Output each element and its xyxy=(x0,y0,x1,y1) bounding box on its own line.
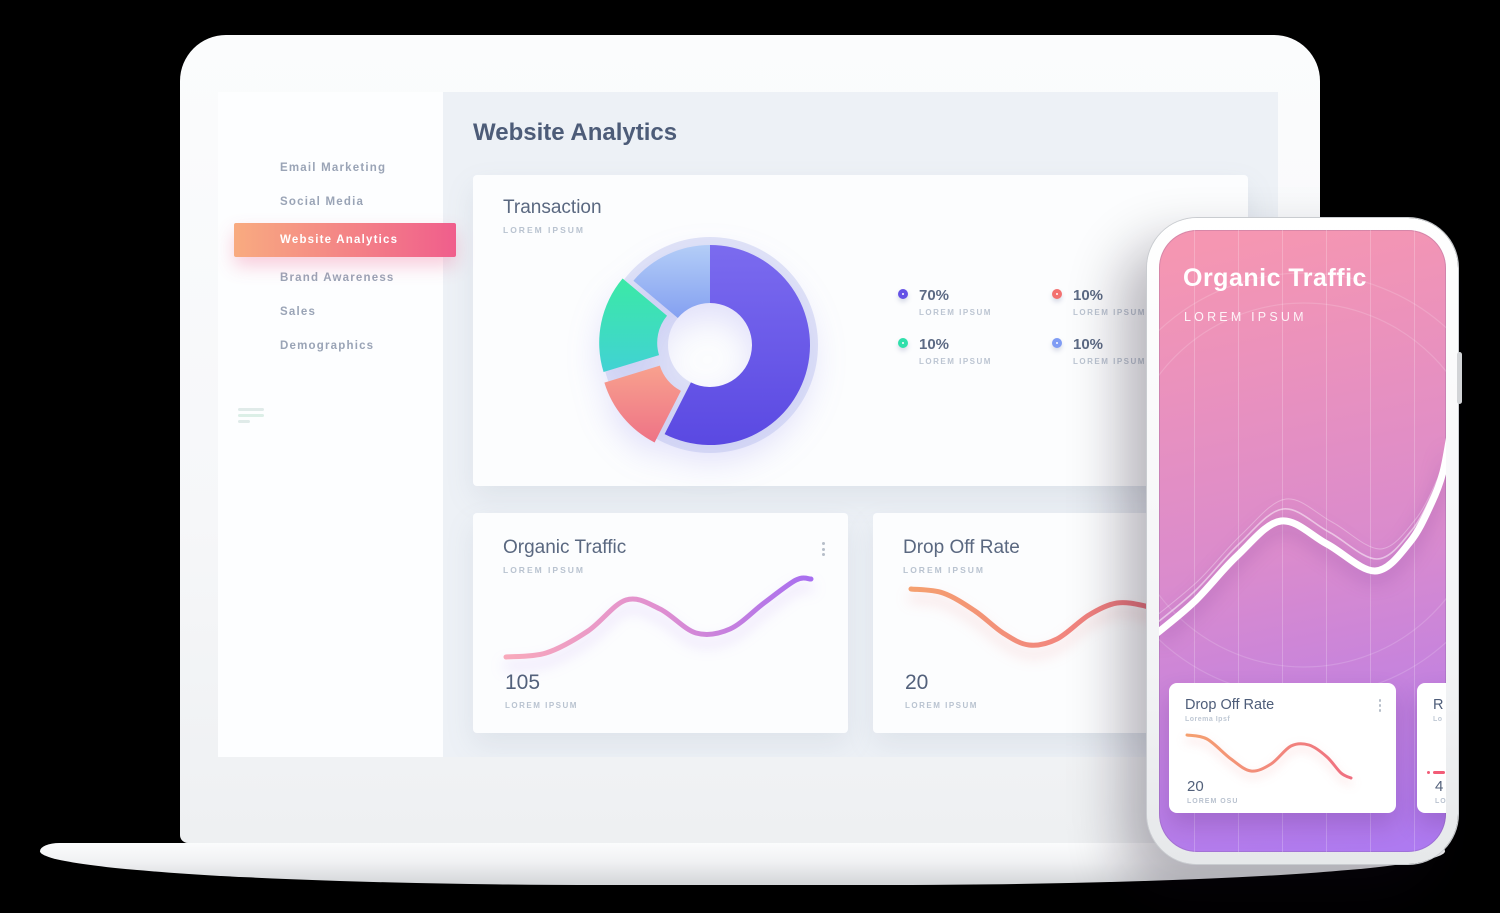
card-title: Drop Off Rate xyxy=(1185,697,1275,713)
metric-label: LOREM IPSUM xyxy=(505,701,578,710)
phone-side-button xyxy=(1457,352,1462,404)
laptop-mockup: Email Marketing Social Media Website Ana… xyxy=(180,35,1320,843)
sidebar-item-email-marketing[interactable]: Email Marketing xyxy=(280,162,387,174)
phone-mockup: Organic Traffic LOREM IPSUM Drop Off Rat… xyxy=(1147,218,1462,864)
legend-item: 10% LOREM IPSUM xyxy=(1052,336,1206,366)
sidebar-item-brand-awareness[interactable]: Brand Awareness xyxy=(280,272,395,284)
card-title: Drop Off Rate xyxy=(903,537,1020,558)
card-subtitle: Lo xyxy=(1433,716,1443,723)
legend-label: LOREM IPSUM xyxy=(1073,357,1146,366)
card-title: Transaction xyxy=(503,197,602,218)
card-subtitle: Lorema Ipsf xyxy=(1185,716,1231,723)
legend-label: LOREM IPSUM xyxy=(919,308,992,317)
card-subtitle: LOREM IPSUM xyxy=(903,565,985,575)
donut-chart xyxy=(599,237,818,453)
metric-label: LOREM OSU xyxy=(1187,798,1239,805)
legend-label: LOREM IPSUM xyxy=(919,357,992,366)
card-subtitle: LOREM IPSUM xyxy=(503,565,585,575)
sidebar-item-social-media[interactable]: Social Media xyxy=(280,196,365,208)
legend-ring-icon xyxy=(898,338,908,348)
metric-label: LOREM IPSUM xyxy=(905,701,978,710)
sidebar-item-demographics[interactable]: Demographics xyxy=(280,340,375,352)
grid-line xyxy=(1370,230,1371,852)
organic-traffic-line-chart xyxy=(503,575,814,660)
sidebar-item-sales[interactable]: Sales xyxy=(280,306,317,318)
legend-value: 10% xyxy=(919,336,950,353)
legend-label: LOREM IPSUM xyxy=(1073,308,1146,317)
metric-value: 105 xyxy=(505,671,541,694)
phone-title: Organic Traffic xyxy=(1183,264,1367,292)
phone-partial-card: R Lo 4 LO xyxy=(1417,683,1446,813)
phone-screen: Organic Traffic LOREM IPSUM Drop Off Rat… xyxy=(1159,230,1446,852)
card-subtitle: LOREM IPSUM xyxy=(503,225,585,235)
kebab-menu-icon[interactable] xyxy=(819,539,828,559)
metric-value: 20 xyxy=(905,671,929,694)
organic-traffic-card: Organic Traffic LOREM IPSUM 105 LOREM IP… xyxy=(473,513,848,733)
transaction-card: Transaction LOREM IPSUM 70% LOREM IPSUM xyxy=(473,175,1248,486)
sidebar-item-website-analytics[interactable]: Website Analytics xyxy=(234,223,456,257)
grid-line xyxy=(1282,230,1283,852)
phone-drop-off-line-chart xyxy=(1185,733,1353,780)
legend-ring-icon xyxy=(1052,289,1062,299)
metric-value: 4 xyxy=(1435,778,1444,795)
legend-ring-icon xyxy=(898,289,908,299)
grid-line xyxy=(1238,230,1239,852)
legend-value: 10% xyxy=(1073,336,1104,353)
donut-legend: 70% LOREM IPSUM 10% LOREM IPSUM xyxy=(898,287,1206,366)
menu-icon[interactable] xyxy=(238,408,264,426)
mini-sparkline xyxy=(1427,771,1445,774)
legend-item: 10% LOREM IPSUM xyxy=(898,336,1052,366)
legend-item: 10% LOREM IPSUM xyxy=(1052,287,1206,317)
grid-line xyxy=(1194,230,1195,852)
phone-wave-chart xyxy=(1159,437,1446,637)
metric-value: 20 xyxy=(1187,778,1204,795)
card-title: R xyxy=(1433,697,1444,713)
phone-drop-off-card: Drop Off Rate Lorema Ipsf 20 LOREM OSU xyxy=(1169,683,1396,813)
legend-value: 10% xyxy=(1073,287,1104,304)
laptop-screen: Email Marketing Social Media Website Ana… xyxy=(218,92,1278,757)
page-title: Website Analytics xyxy=(473,119,678,146)
kebab-menu-icon[interactable] xyxy=(1376,696,1385,715)
card-title: Organic Traffic xyxy=(503,537,627,558)
metric-label: LO xyxy=(1435,798,1446,805)
main-content: Website Analytics Transaction LOREM IPSU… xyxy=(443,92,1278,757)
phone-subtitle: LOREM IPSUM xyxy=(1184,310,1307,324)
sidebar: Email Marketing Social Media Website Ana… xyxy=(218,92,456,757)
drop-off-line-chart xyxy=(908,586,1168,648)
legend-value: 70% xyxy=(919,287,950,304)
legend-ring-icon xyxy=(1052,338,1062,348)
legend-item: 70% LOREM IPSUM xyxy=(898,287,1052,317)
